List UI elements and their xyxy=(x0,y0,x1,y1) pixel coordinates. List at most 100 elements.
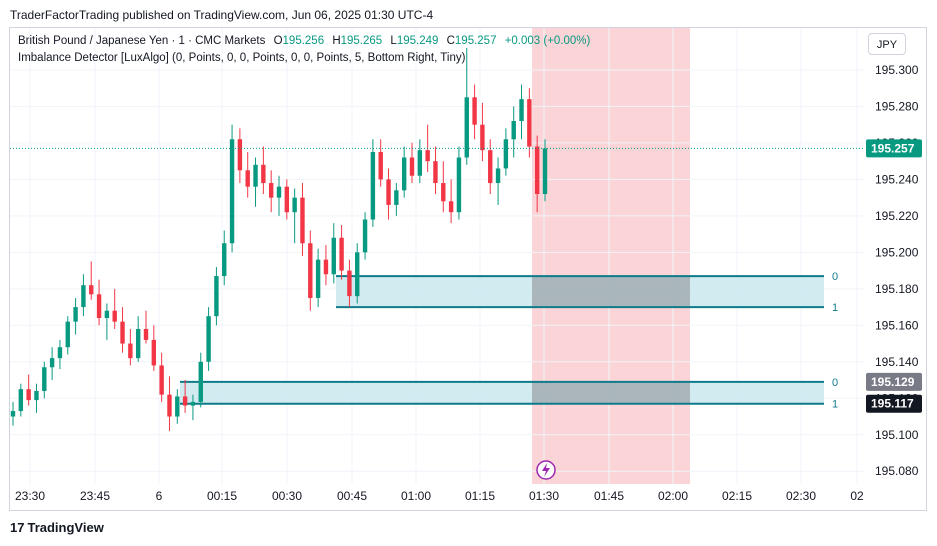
candle-body xyxy=(120,321,125,344)
candle-body xyxy=(167,394,172,417)
time-tick-label: 00:15 xyxy=(207,489,237,503)
currency-button[interactable]: JPY xyxy=(868,33,906,55)
price-tick-label: 195.080 xyxy=(875,464,919,478)
time-tick-label: 01:30 xyxy=(529,489,559,503)
candle-body xyxy=(347,270,352,297)
tradingview-mark-icon: 17 xyxy=(10,520,25,535)
candle-body xyxy=(222,243,227,277)
time-tick-label: 01:45 xyxy=(594,489,624,503)
price-tick-label: 195.300 xyxy=(875,63,919,77)
candle-body xyxy=(253,164,258,187)
candle-body xyxy=(448,201,454,213)
candle-body xyxy=(229,139,235,244)
candle-body xyxy=(472,97,477,125)
candle-body xyxy=(308,243,313,298)
candle-body xyxy=(261,164,266,184)
candle-body xyxy=(49,358,55,368)
open-label: O xyxy=(273,35,283,47)
candle-body xyxy=(394,190,399,205)
price-tick-label: 195.220 xyxy=(875,209,919,223)
zone-price-badge-bg xyxy=(866,372,922,391)
candle-body xyxy=(81,285,86,308)
symbol-legend: British Pound / Japanese Yen · 1 · CMC M… xyxy=(18,35,590,47)
high-label: H xyxy=(332,35,341,47)
chart-frame xyxy=(9,27,927,511)
close-label: C xyxy=(446,35,455,47)
candles xyxy=(10,48,548,432)
time-tick-label: 23:45 xyxy=(80,489,110,503)
time-tick-label: 02:30 xyxy=(786,489,816,503)
candle-body xyxy=(151,339,157,366)
change-value: +0.003 (+0.00%) xyxy=(504,35,591,47)
candle-body xyxy=(355,252,360,297)
candle-body xyxy=(284,186,290,213)
candle-body xyxy=(42,367,47,391)
open-value: 195.256 xyxy=(282,35,325,47)
zone-level-label: 1 xyxy=(832,399,838,411)
candle-body xyxy=(386,179,391,205)
candle-body xyxy=(237,139,243,171)
candle-body xyxy=(542,148,548,194)
candle-body xyxy=(175,396,180,417)
candle-body xyxy=(143,328,149,340)
candle-body xyxy=(206,316,211,362)
candle-body xyxy=(527,99,532,147)
time-tick-label: 23:30 xyxy=(15,489,45,503)
candle-body xyxy=(534,146,540,194)
zone-price-badge: 195.117 xyxy=(871,397,914,411)
session-highlight xyxy=(532,28,690,484)
candle-body xyxy=(268,183,274,198)
high-value: 195.265 xyxy=(340,35,383,47)
candle-body xyxy=(292,197,297,213)
candle-body xyxy=(331,237,336,275)
last-price-badge: 195.257 xyxy=(871,141,915,155)
candle-body xyxy=(370,152,376,220)
symbol-name[interactable]: British Pound / Japanese Yen · 1 · CMC M… xyxy=(18,35,266,47)
time-tick-label: 02:15 xyxy=(722,489,752,503)
zone-overlap xyxy=(532,276,690,308)
imbalance-zones: 0 1 0 1 xyxy=(180,271,838,411)
candle-body xyxy=(480,124,485,151)
time-axis: 23:30 23:45 6 00:15 00:30 00:45 01:00 01:15 01:3… xyxy=(15,489,864,503)
candle-body xyxy=(276,186,282,198)
candle-body xyxy=(18,389,24,412)
candle-body xyxy=(34,390,39,401)
last-price-badge-bg xyxy=(866,139,922,158)
time-tick-label: 01:00 xyxy=(401,489,431,503)
candle-body xyxy=(198,361,203,402)
candle-body xyxy=(65,321,70,348)
indicator-legend[interactable]: Imbalance Detector [LuxAlgo] (0, Points,… xyxy=(18,52,466,64)
zone-level-label: 0 xyxy=(832,377,838,389)
candle-body xyxy=(511,121,516,140)
candle-body xyxy=(128,343,133,359)
imbalance-zone xyxy=(180,381,824,404)
candle-body xyxy=(488,150,493,184)
candle-body xyxy=(10,411,16,417)
tradingview-logo[interactable]: 17 TradingView xyxy=(10,520,104,535)
time-tick-label: 00:30 xyxy=(272,489,302,503)
candle-body xyxy=(182,396,188,406)
time-tick-label: 02:00 xyxy=(658,489,688,503)
price-axis: 195.080195.100195.120195.140195.160195.1… xyxy=(866,63,922,478)
candle-body xyxy=(315,259,321,298)
candle-body xyxy=(73,307,78,322)
candle-body xyxy=(300,197,305,244)
candle-body xyxy=(89,285,94,295)
candle-body xyxy=(503,139,509,169)
candle-body xyxy=(441,183,446,202)
price-tick-label: 195.100 xyxy=(875,428,919,442)
candle-body xyxy=(135,328,141,359)
candle-body xyxy=(245,170,250,187)
candle-body xyxy=(159,365,164,395)
candle-body xyxy=(26,389,31,401)
zone-level-label: 0 xyxy=(832,271,838,283)
candle-body xyxy=(362,219,368,253)
candle-body xyxy=(112,310,117,322)
candle-body xyxy=(104,310,110,319)
price-tick-label: 195.180 xyxy=(875,282,919,296)
close-value: 195.257 xyxy=(454,35,497,47)
candle-body xyxy=(495,168,501,184)
replay-icon[interactable] xyxy=(536,460,556,480)
price-tick-label: 195.280 xyxy=(875,99,919,113)
